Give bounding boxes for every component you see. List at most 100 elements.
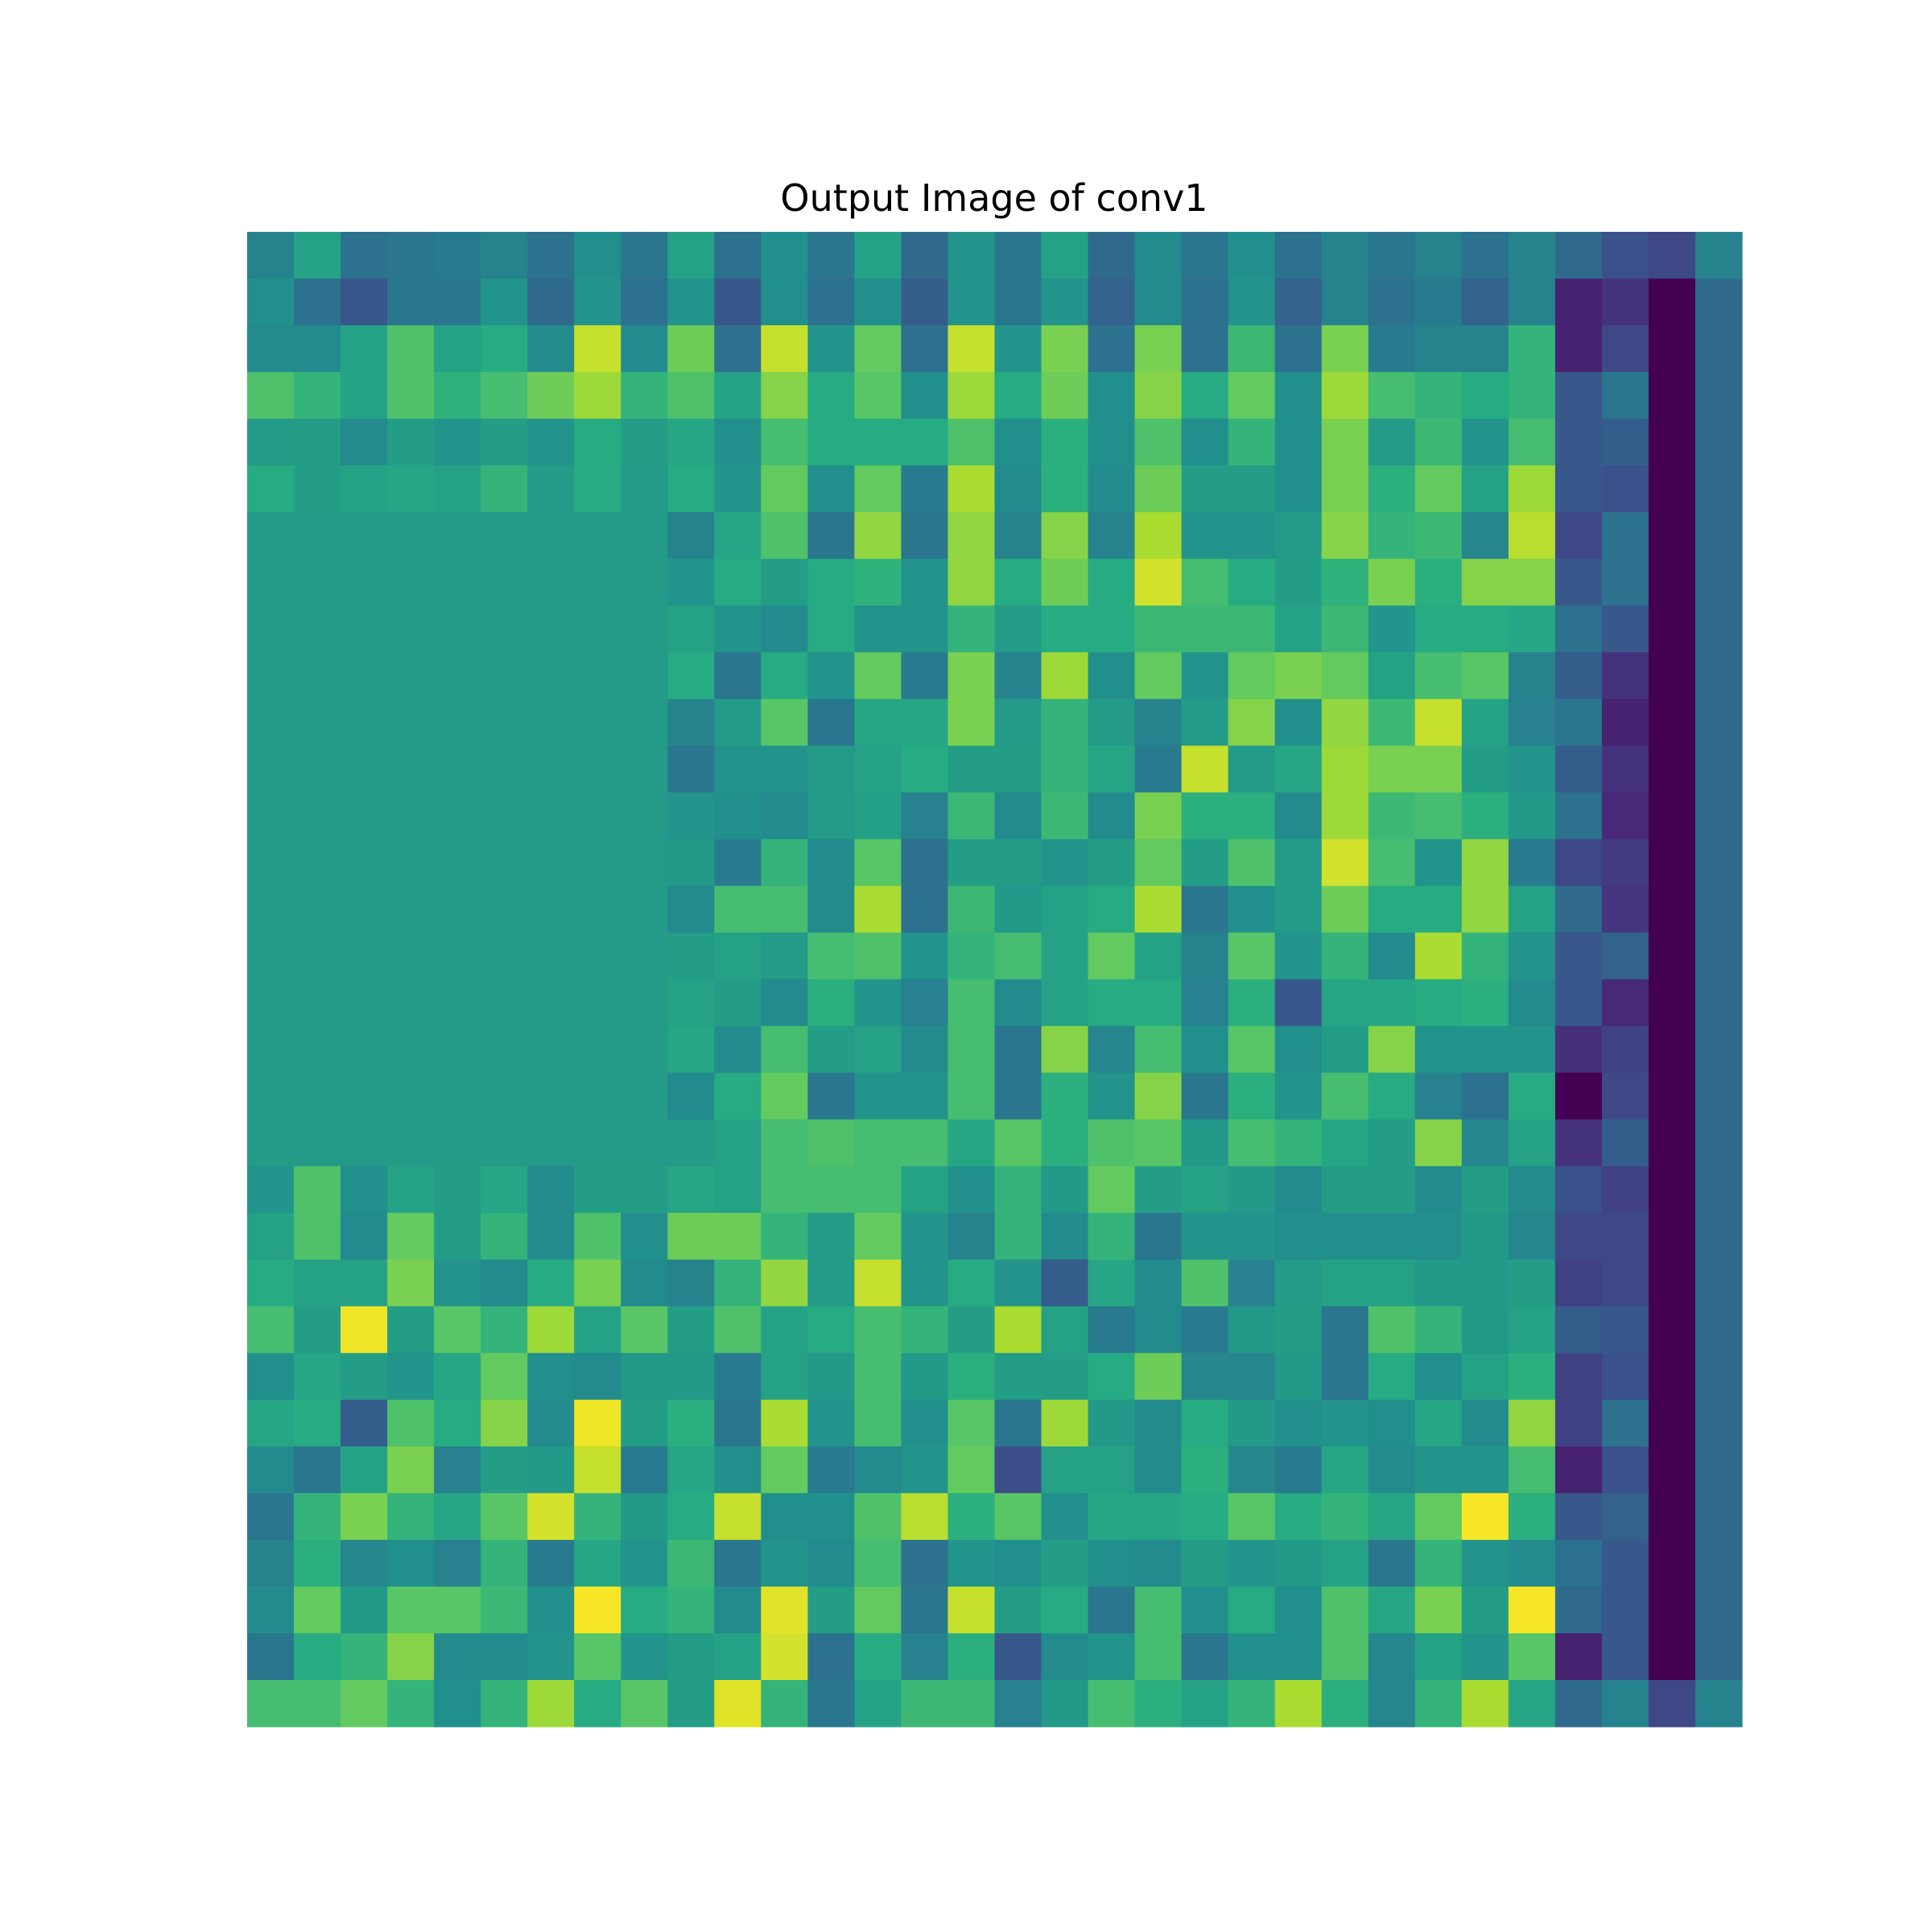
heatmap-cell-r9-c11 bbox=[761, 652, 808, 700]
heatmap-cell-r1-c3 bbox=[387, 279, 435, 326]
heatmap-cell-r16-c17 bbox=[1041, 979, 1089, 1027]
heatmap-cell-r0-c29 bbox=[1601, 232, 1649, 279]
heatmap-cell-r2-c9 bbox=[667, 325, 715, 373]
heatmap-cell-r14-c7 bbox=[574, 886, 621, 934]
heatmap-cell-r2-c12 bbox=[807, 325, 856, 373]
heatmap-cell-r22-c24 bbox=[1368, 1259, 1416, 1307]
heatmap-cell-r16-c27 bbox=[1508, 979, 1556, 1027]
heatmap-cell-r29-c4 bbox=[434, 1586, 481, 1634]
heatmap-cell-r26-c6 bbox=[527, 1446, 575, 1494]
heatmap-cell-r24-c14 bbox=[901, 1352, 949, 1401]
heatmap-cell-r14-c16 bbox=[994, 886, 1042, 934]
heatmap-cell-r23-c8 bbox=[621, 1306, 668, 1354]
heatmap-cell-r7-c31 bbox=[1695, 559, 1743, 606]
heatmap-cell-r26-c30 bbox=[1648, 1446, 1696, 1494]
heatmap-cell-r31-c19 bbox=[1134, 1679, 1183, 1728]
heatmap-cell-r31-c9 bbox=[667, 1679, 715, 1728]
heatmap-cell-r17-c31 bbox=[1695, 1026, 1743, 1074]
heatmap-cell-r24-c27 bbox=[1508, 1352, 1556, 1401]
heatmap-cell-r12-c23 bbox=[1321, 792, 1369, 840]
heatmap-cell-r16-c28 bbox=[1554, 979, 1603, 1027]
heatmap-cell-r21-c10 bbox=[714, 1212, 762, 1261]
heatmap-cell-r14-c13 bbox=[854, 886, 902, 934]
heatmap-cell-r31-c14 bbox=[901, 1679, 949, 1728]
heatmap-cell-r23-c22 bbox=[1274, 1306, 1323, 1354]
heatmap-cell-r2-c27 bbox=[1508, 325, 1556, 373]
heatmap-cell-r5-c21 bbox=[1228, 465, 1276, 513]
heatmap-cell-r15-c13 bbox=[854, 932, 902, 980]
heatmap-cell-r28-c9 bbox=[667, 1539, 715, 1587]
heatmap-cell-r12-c11 bbox=[761, 792, 808, 840]
heatmap-cell-r6-c2 bbox=[341, 512, 388, 559]
heatmap-cell-r8-c6 bbox=[527, 605, 575, 653]
heatmap-cell-r8-c17 bbox=[1041, 605, 1089, 653]
heatmap-cell-r9-c10 bbox=[714, 652, 762, 700]
heatmap-cell-r25-c26 bbox=[1461, 1399, 1509, 1447]
heatmap-cell-r29-c16 bbox=[994, 1586, 1042, 1634]
heatmap-cell-r2-c3 bbox=[387, 325, 435, 373]
heatmap-cell-r13-c16 bbox=[994, 839, 1042, 887]
heatmap-cell-r2-c6 bbox=[527, 325, 575, 373]
heatmap-cell-r13-c6 bbox=[527, 839, 575, 887]
heatmap-cell-r1-c16 bbox=[994, 279, 1042, 326]
heatmap-cell-r19-c23 bbox=[1321, 1119, 1369, 1167]
heatmap-cell-r8-c23 bbox=[1321, 605, 1369, 653]
heatmap-cell-r22-c27 bbox=[1508, 1259, 1556, 1307]
heatmap-cell-r11-c16 bbox=[994, 745, 1042, 793]
heatmap-cell-r21-c18 bbox=[1088, 1212, 1136, 1261]
heatmap-cell-r16-c1 bbox=[294, 979, 341, 1027]
heatmap-cell-r14-c22 bbox=[1274, 886, 1323, 934]
heatmap-cell-r20-c23 bbox=[1321, 1166, 1369, 1214]
heatmap-cell-r6-c13 bbox=[854, 512, 902, 559]
heatmap-cell-r22-c29 bbox=[1601, 1259, 1649, 1307]
heatmap-cell-r24-c1 bbox=[294, 1352, 341, 1401]
heatmap-cell-r12-c0 bbox=[247, 792, 295, 840]
heatmap-cell-r6-c19 bbox=[1134, 512, 1183, 559]
heatmap-cell-r23-c0 bbox=[247, 1306, 295, 1354]
heatmap-cell-r3-c27 bbox=[1508, 372, 1556, 419]
heatmap-cell-r12-c27 bbox=[1508, 792, 1556, 840]
heatmap-cell-r25-c16 bbox=[994, 1399, 1042, 1447]
heatmap-cell-r21-c17 bbox=[1041, 1212, 1089, 1261]
heatmap-cell-r17-c13 bbox=[854, 1026, 902, 1074]
heatmap-cell-r16-c21 bbox=[1228, 979, 1276, 1027]
heatmap-cell-r25-c28 bbox=[1554, 1399, 1603, 1447]
heatmap-cell-r3-c17 bbox=[1041, 372, 1089, 419]
heatmap-cell-r15-c23 bbox=[1321, 932, 1369, 980]
heatmap-cell-r13-c18 bbox=[1088, 839, 1136, 887]
heatmap-cell-r27-c6 bbox=[527, 1492, 575, 1541]
heatmap-cell-r18-c14 bbox=[901, 1072, 949, 1121]
heatmap-cell-r0-c21 bbox=[1228, 232, 1276, 279]
heatmap-cell-r8-c15 bbox=[947, 605, 996, 653]
heatmap-cell-r7-c4 bbox=[434, 559, 481, 606]
heatmap-cell-r7-c20 bbox=[1181, 559, 1229, 606]
heatmap-cell-r26-c29 bbox=[1601, 1446, 1649, 1494]
heatmap-cell-r29-c0 bbox=[247, 1586, 295, 1634]
heatmap-cell-r21-c14 bbox=[901, 1212, 949, 1261]
heatmap-cell-r22-c15 bbox=[947, 1259, 996, 1307]
heatmap-cell-r11-c0 bbox=[247, 745, 295, 793]
heatmap-cell-r7-c10 bbox=[714, 559, 762, 606]
heatmap-cell-r23-c23 bbox=[1321, 1306, 1369, 1354]
heatmap-cell-r4-c19 bbox=[1134, 419, 1183, 466]
heatmap-cell-r9-c3 bbox=[387, 652, 435, 700]
heatmap-cell-r23-c31 bbox=[1695, 1306, 1743, 1354]
heatmap-cell-r24-c8 bbox=[621, 1352, 668, 1401]
heatmap-cell-r3-c4 bbox=[434, 372, 481, 419]
heatmap-cell-r0-c26 bbox=[1461, 232, 1509, 279]
heatmap-cell-r22-c5 bbox=[481, 1259, 528, 1307]
heatmap-cell-r16-c30 bbox=[1648, 979, 1696, 1027]
heatmap-cell-r13-c26 bbox=[1461, 839, 1509, 887]
heatmap-cell-r10-c31 bbox=[1695, 699, 1743, 746]
heatmap-cell-r15-c25 bbox=[1414, 932, 1463, 980]
heatmap-cell-r18-c5 bbox=[481, 1072, 528, 1121]
heatmap-cell-r15-c17 bbox=[1041, 932, 1089, 980]
heatmap-cell-r22-c17 bbox=[1041, 1259, 1089, 1307]
heatmap-cell-r19-c29 bbox=[1601, 1119, 1649, 1167]
heatmap-cell-r28-c25 bbox=[1414, 1539, 1463, 1587]
heatmap-cell-r0-c5 bbox=[481, 232, 528, 279]
heatmap-cell-r4-c8 bbox=[621, 419, 668, 466]
heatmap-cell-r19-c14 bbox=[901, 1119, 949, 1167]
heatmap-cell-r18-c1 bbox=[294, 1072, 341, 1121]
heatmap-cell-r16-c7 bbox=[574, 979, 621, 1027]
